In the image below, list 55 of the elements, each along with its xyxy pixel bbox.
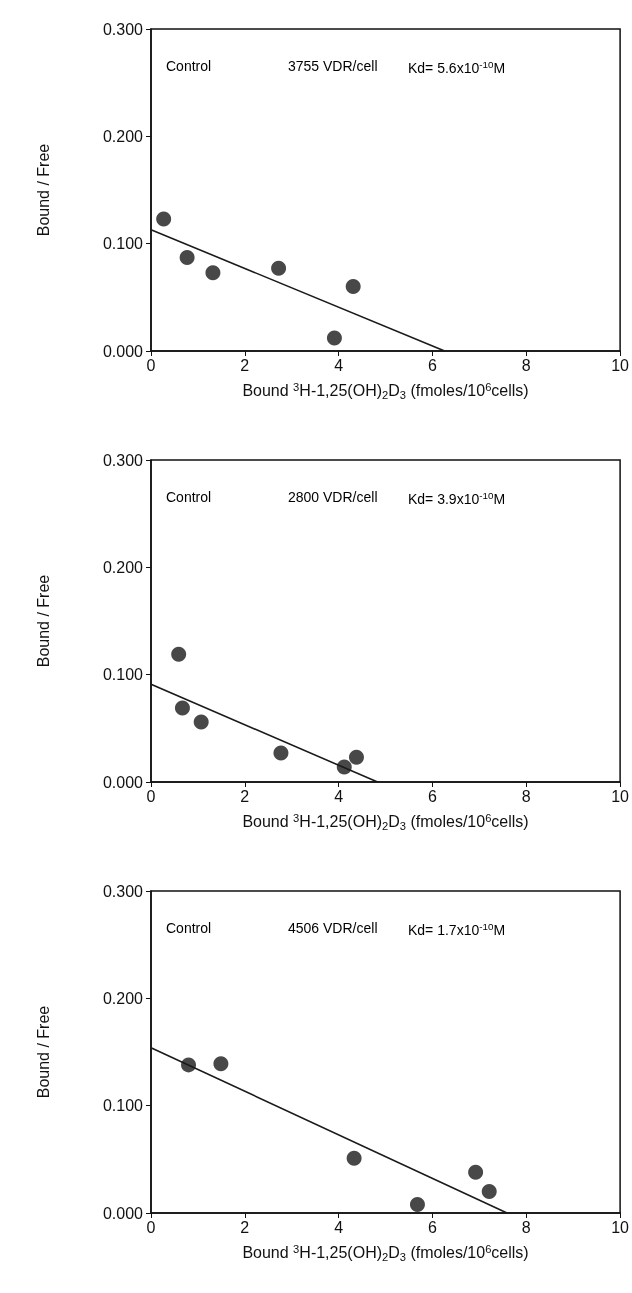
- x-tick-label: 2: [240, 356, 250, 374]
- point: [468, 1164, 484, 1180]
- x-tick-label: 4: [334, 787, 344, 805]
- x-tick-label: 0: [146, 787, 156, 805]
- annotation: 2800 VDR/cell: [288, 489, 378, 505]
- annotation: Control: [166, 489, 212, 505]
- y-axis-title: Bound / Free: [34, 1005, 52, 1099]
- y-axis-title: Bound / Free: [34, 574, 52, 668]
- point: [193, 714, 209, 730]
- y-tick-label: 0.000: [102, 1204, 144, 1222]
- x-tick-label: 10: [611, 356, 630, 374]
- x-tick-label: 6: [428, 356, 438, 374]
- point: [171, 646, 187, 662]
- y-tick-label: 0.100: [102, 666, 144, 684]
- point: [174, 700, 190, 716]
- point: [326, 330, 342, 346]
- y-axis-title: Bound / Free: [34, 143, 52, 237]
- x-tick-label: 10: [611, 1218, 630, 1236]
- x-tick-label: 0: [146, 356, 156, 374]
- y-tick-label: 0.200: [102, 127, 144, 145]
- x-tick-label: 0: [146, 1218, 156, 1236]
- x-tick-label: 4: [334, 1218, 344, 1236]
- point: [156, 211, 172, 227]
- x-tick-label: 10: [611, 787, 630, 805]
- x-tick-label: 8: [521, 1218, 531, 1236]
- point: [271, 260, 287, 276]
- y-tick-label: 0.100: [102, 1097, 144, 1115]
- point: [346, 1150, 362, 1166]
- point: [213, 1056, 229, 1072]
- x-tick-label: 2: [240, 1218, 250, 1236]
- point: [179, 250, 195, 266]
- annotation: Control: [166, 920, 212, 936]
- annotation: Control: [166, 58, 212, 74]
- y-tick-label: 0.000: [102, 773, 144, 791]
- y-tick-label: 0.200: [102, 558, 144, 576]
- point: [409, 1196, 425, 1212]
- x-tick-label: 8: [521, 787, 531, 805]
- x-tick-label: 6: [428, 1218, 438, 1236]
- x-tick-label: 2: [240, 787, 250, 805]
- y-tick-label: 0.200: [102, 989, 144, 1007]
- y-tick-label: 0.000: [102, 342, 144, 360]
- x-tick-label: 8: [521, 356, 531, 374]
- annotation: 3755 VDR/cell: [288, 58, 378, 74]
- y-tick-label: 0.300: [102, 882, 144, 900]
- x-tick-label: 6: [428, 787, 438, 805]
- point: [273, 745, 289, 761]
- annotation: 4506 VDR/cell: [288, 920, 378, 936]
- x-tick-label: 4: [334, 356, 344, 374]
- point: [205, 265, 221, 281]
- y-tick-label: 0.100: [102, 235, 144, 253]
- point: [345, 279, 361, 295]
- point: [348, 749, 364, 765]
- point: [481, 1184, 497, 1200]
- y-tick-label: 0.300: [102, 20, 144, 38]
- y-tick-label: 0.300: [102, 451, 144, 469]
